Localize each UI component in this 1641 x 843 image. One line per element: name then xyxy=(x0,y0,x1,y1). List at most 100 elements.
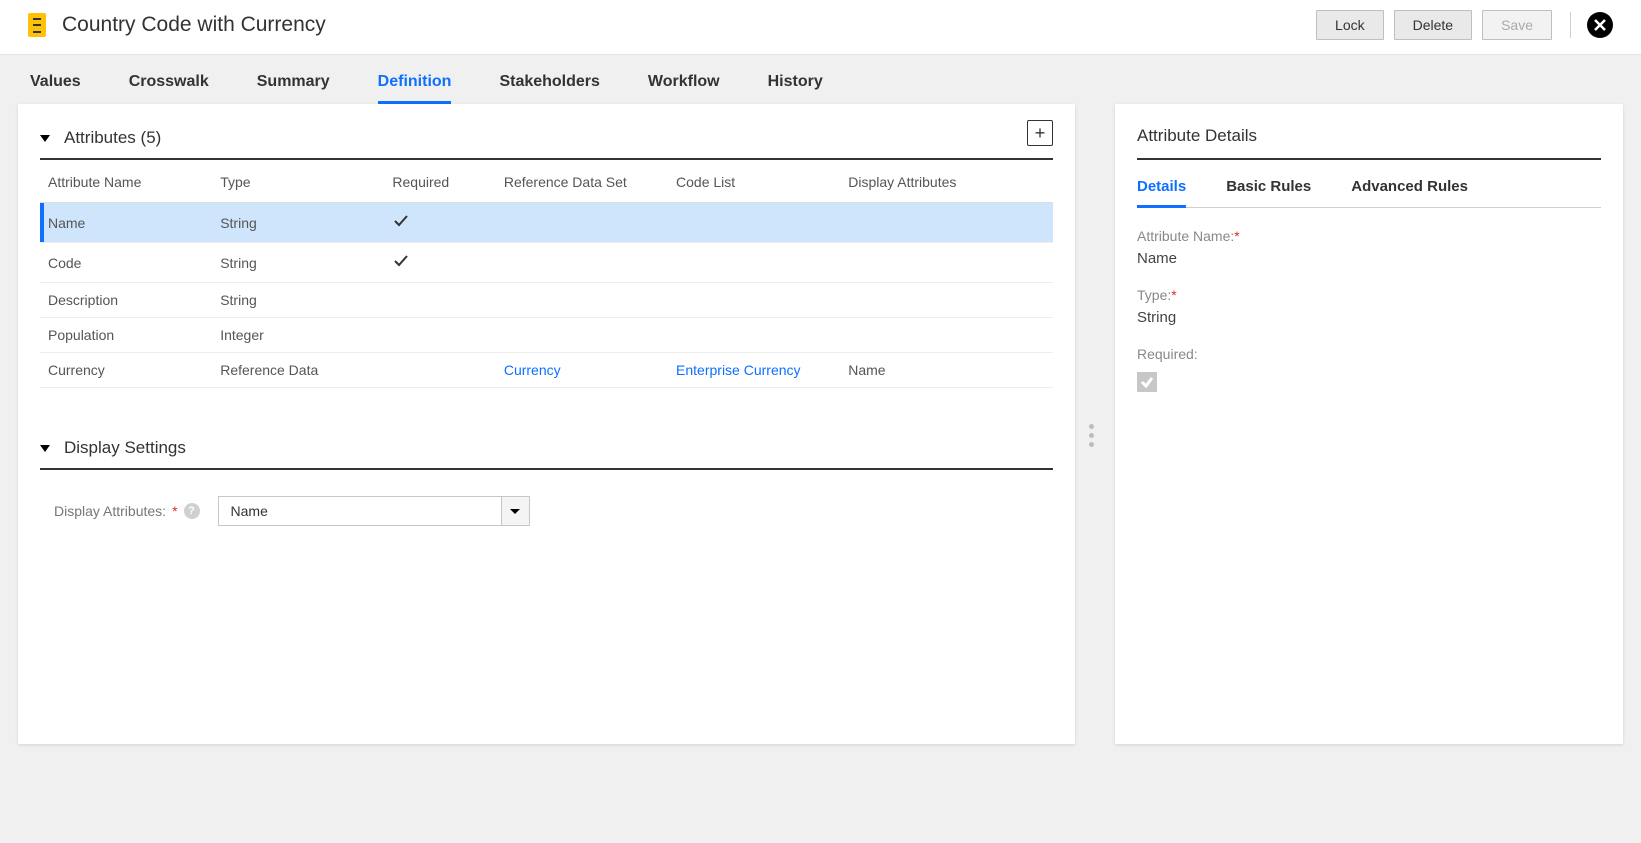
reference-data-set-link[interactable]: Currency xyxy=(504,362,561,378)
display-settings-header: Display Settings xyxy=(40,432,1053,470)
required-star-icon: * xyxy=(172,503,177,519)
table-cell: Reference Data xyxy=(212,353,384,388)
column-header: Attribute Name xyxy=(40,162,212,203)
table-cell: Population xyxy=(40,318,212,353)
close-icon xyxy=(1593,18,1607,32)
detail-attribute-name-label: Attribute Name:* xyxy=(1137,228,1601,244)
detail-type-label: Type:* xyxy=(1137,287,1601,303)
detail-attribute-name: Attribute Name:* Name xyxy=(1137,228,1601,267)
table-cell xyxy=(668,318,840,353)
sub-tab-details[interactable]: Details xyxy=(1137,172,1186,208)
table-row[interactable]: DescriptionString xyxy=(40,283,1053,318)
table-cell: String xyxy=(212,203,384,243)
table-cell xyxy=(668,243,840,283)
codelist-icon xyxy=(28,13,46,37)
tab-definition[interactable]: Definition xyxy=(378,73,452,104)
check-icon xyxy=(392,217,410,233)
collapse-caret-icon[interactable] xyxy=(40,135,50,142)
table-cell xyxy=(668,203,840,243)
required-star-icon: * xyxy=(1234,228,1239,244)
table-cell xyxy=(384,318,495,353)
display-attributes-value: Name xyxy=(219,497,501,525)
page-title: Country Code with Currency xyxy=(62,13,326,37)
tab-crosswalk[interactable]: Crosswalk xyxy=(129,73,209,104)
table-cell: Description xyxy=(40,283,212,318)
required-star-icon: * xyxy=(1171,287,1176,303)
close-button[interactable] xyxy=(1587,12,1613,38)
divider xyxy=(1570,12,1571,38)
detail-sub-tabs: Details Basic Rules Advanced Rules xyxy=(1137,172,1601,208)
table-row[interactable]: CodeString xyxy=(40,243,1053,283)
save-button: Save xyxy=(1482,10,1552,40)
column-header: Type xyxy=(212,162,384,203)
sub-tab-advanced-rules[interactable]: Advanced Rules xyxy=(1351,172,1468,208)
lock-button[interactable]: Lock xyxy=(1316,10,1384,40)
table-cell: Currency xyxy=(496,353,668,388)
table-cell xyxy=(840,243,1053,283)
detail-type-value: String xyxy=(1137,309,1601,326)
display-settings-section: Display Settings Display Attributes: * ?… xyxy=(40,432,1053,526)
detail-type: Type:* String xyxy=(1137,287,1601,326)
table-cell xyxy=(496,203,668,243)
add-attribute-button[interactable]: + xyxy=(1027,120,1053,146)
display-settings-title: Display Settings xyxy=(64,438,186,458)
attribute-details-title: Attribute Details xyxy=(1137,122,1601,160)
table-row[interactable]: NameString xyxy=(40,203,1053,243)
table-cell xyxy=(384,353,495,388)
display-attributes-label: Display Attributes: * ? xyxy=(54,503,200,519)
display-attributes-select[interactable]: Name xyxy=(218,496,530,526)
table-row[interactable]: CurrencyReference DataCurrencyEnterprise… xyxy=(40,353,1053,388)
attributes-section-title: Attributes (5) xyxy=(64,128,161,148)
page-header: Country Code with Currency Lock Delete S… xyxy=(0,0,1641,55)
table-cell xyxy=(840,283,1053,318)
attributes-section-header: Attributes (5) + xyxy=(40,122,1053,160)
table-cell: Currency xyxy=(40,353,212,388)
delete-button[interactable]: Delete xyxy=(1394,10,1472,40)
table-cell xyxy=(668,283,840,318)
table-cell xyxy=(840,318,1053,353)
table-cell: Integer xyxy=(212,318,384,353)
body: Attributes (5) + Attribute NameTypeRequi… xyxy=(0,104,1641,762)
collapse-caret-icon[interactable] xyxy=(40,445,50,452)
header-left: Country Code with Currency xyxy=(28,13,326,37)
table-cell xyxy=(384,283,495,318)
resize-grip[interactable] xyxy=(1089,424,1094,447)
attributes-table: Attribute NameTypeRequiredReference Data… xyxy=(40,162,1053,388)
table-cell: String xyxy=(212,283,384,318)
table-cell: String xyxy=(212,243,384,283)
tab-workflow[interactable]: Workflow xyxy=(648,73,720,104)
header-actions: Lock Delete Save xyxy=(1316,10,1613,40)
table-row[interactable]: PopulationInteger xyxy=(40,318,1053,353)
tab-history[interactable]: History xyxy=(768,73,823,104)
table-cell xyxy=(384,203,495,243)
code-list-link[interactable]: Enterprise Currency xyxy=(676,362,801,378)
table-cell xyxy=(384,243,495,283)
detail-required: Required: xyxy=(1137,346,1601,392)
detail-required-label: Required: xyxy=(1137,346,1601,362)
column-header: Required xyxy=(384,162,495,203)
table-cell xyxy=(496,283,668,318)
check-icon xyxy=(1140,375,1154,389)
table-cell xyxy=(496,318,668,353)
table-cell: Name xyxy=(40,203,212,243)
tab-values[interactable]: Values xyxy=(30,73,81,104)
sub-tab-basic-rules[interactable]: Basic Rules xyxy=(1226,172,1311,208)
tab-stakeholders[interactable]: Stakeholders xyxy=(499,73,599,104)
detail-attribute-name-value: Name xyxy=(1137,250,1601,267)
attribute-details-panel: Attribute Details Details Basic Rules Adva… xyxy=(1115,104,1623,744)
display-attributes-row: Display Attributes: * ? Name xyxy=(40,496,1053,526)
table-cell: Code xyxy=(40,243,212,283)
tab-summary[interactable]: Summary xyxy=(257,73,330,104)
chevron-down-icon[interactable] xyxy=(501,497,529,525)
column-header: Code List xyxy=(668,162,840,203)
column-header: Reference Data Set xyxy=(496,162,668,203)
table-cell xyxy=(840,203,1053,243)
column-header: Display Attributes xyxy=(840,162,1053,203)
table-cell xyxy=(496,243,668,283)
table-cell: Enterprise Currency xyxy=(668,353,840,388)
table-cell: Name xyxy=(840,353,1053,388)
check-icon xyxy=(392,257,410,273)
definition-panel: Attributes (5) + Attribute NameTypeRequi… xyxy=(18,104,1075,744)
main-tabs: Values Crosswalk Summary Definition Stakehol… xyxy=(0,55,1641,104)
help-icon[interactable]: ? xyxy=(184,503,200,519)
